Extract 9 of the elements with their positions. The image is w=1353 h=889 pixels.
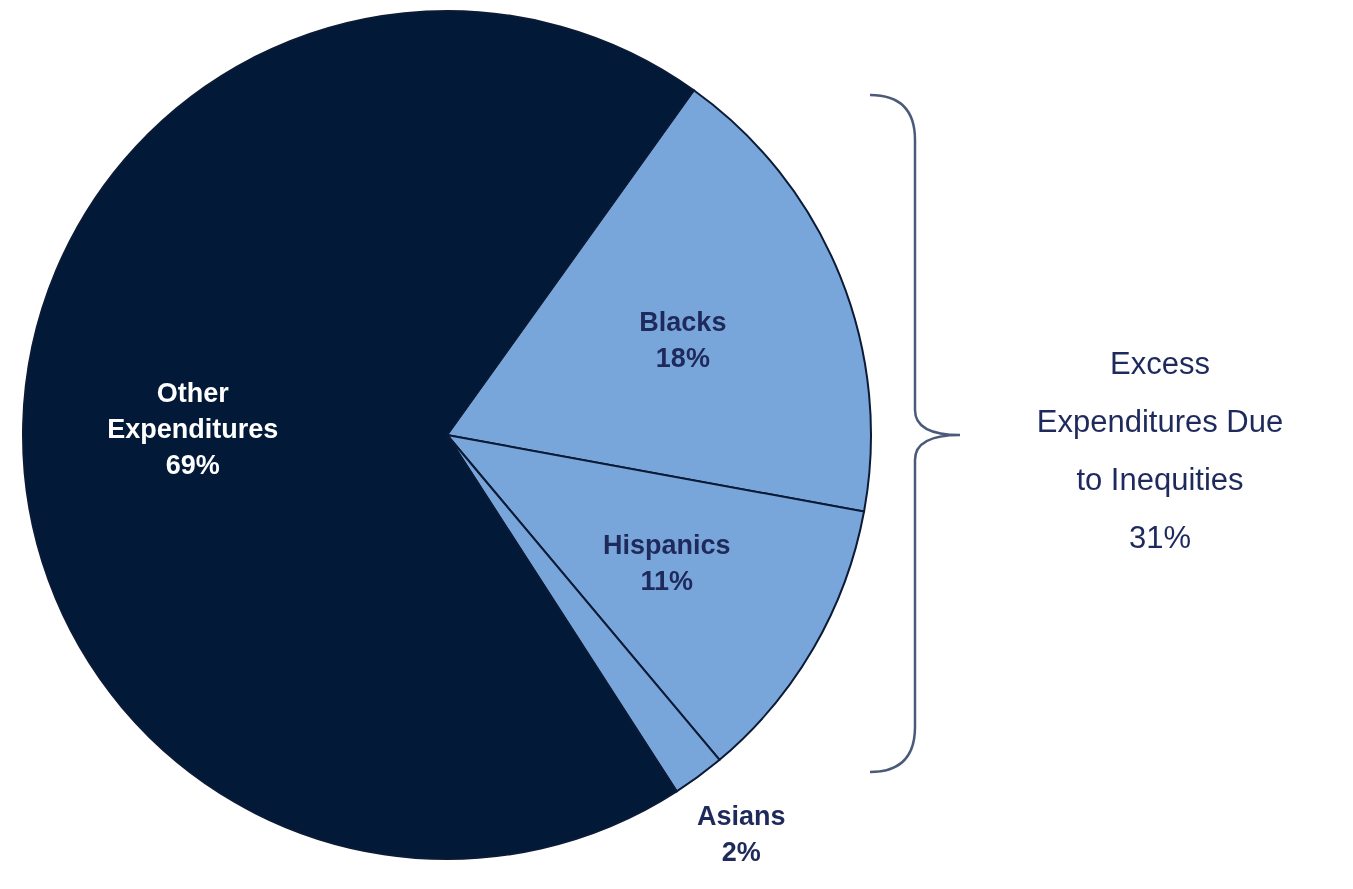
text: Excess Expenditures Due to Inequities 31% — [1036, 345, 1284, 555]
slice-label: Hispanics — [603, 529, 731, 560]
slice-label: Other Expenditures — [107, 377, 279, 444]
slice-label: Asians — [697, 801, 786, 832]
data-label: 2% — [721, 837, 761, 868]
slice-label: Blacks — [639, 306, 727, 337]
data-label: 69% — [165, 449, 220, 480]
data-label: 11% — [640, 565, 694, 596]
data-label: 18% — [655, 342, 710, 373]
